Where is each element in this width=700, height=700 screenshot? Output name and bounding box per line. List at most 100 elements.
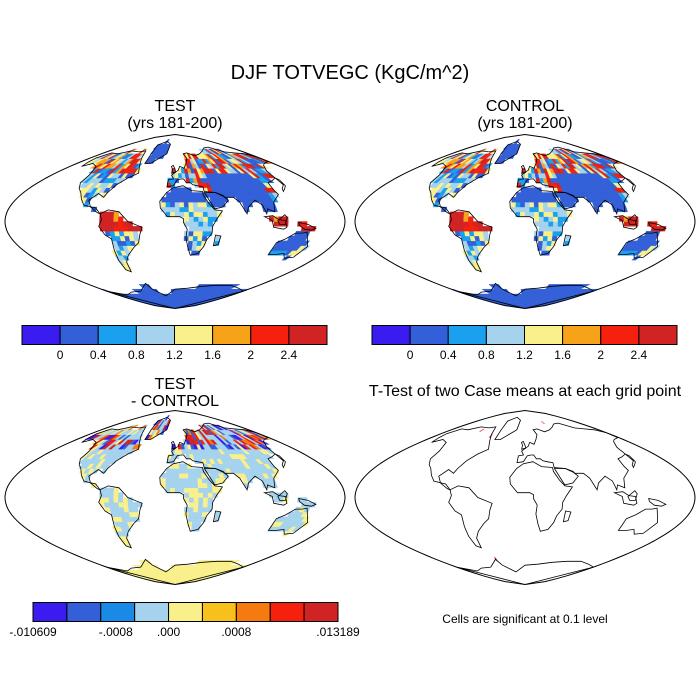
grid-cell — [529, 197, 535, 203]
grid-cell — [174, 463, 180, 469]
grid-cell — [113, 497, 119, 503]
significant-cell — [493, 557, 498, 561]
colorbar-tick-label: .0008 — [221, 625, 252, 639]
grid-cell — [198, 216, 204, 222]
grid-cell — [183, 206, 190, 213]
grid-cell — [173, 569, 176, 576]
coastline-newguinea — [648, 497, 667, 507]
significant-cell — [541, 421, 545, 425]
grid-cell — [207, 492, 213, 498]
grid-cell — [170, 487, 176, 493]
colorbar-box — [235, 602, 271, 622]
coastlines — [428, 416, 667, 585]
grid-cell — [118, 502, 124, 508]
coastline-southamerica — [448, 209, 493, 273]
grid-cell — [192, 201, 199, 208]
colorbar-tick-label: 0.4 — [89, 348, 107, 362]
grid-cell — [533, 192, 539, 198]
grid-cell — [482, 226, 488, 232]
colorbar-box — [485, 325, 525, 345]
grid-cell — [458, 221, 465, 227]
colorbar-box — [168, 602, 203, 622]
colorbar-tick-label: 1.2 — [516, 348, 533, 362]
grid-cell — [174, 197, 180, 203]
grid-cell — [557, 226, 563, 232]
grid-cell — [179, 197, 185, 203]
map-border — [354, 409, 696, 586]
grid-cell — [202, 487, 209, 493]
grid-cell — [132, 506, 139, 513]
colorbar-tick-label: 0.8 — [478, 348, 495, 362]
grid-cell — [207, 226, 213, 232]
grid-cell — [178, 468, 184, 474]
colorbar-tick-label: 2.4 — [630, 348, 648, 362]
colorbar-box — [447, 325, 487, 345]
grid-cell — [170, 482, 176, 489]
grid-cell — [188, 487, 195, 493]
grid-cell — [195, 245, 202, 251]
grid-cell — [485, 163, 493, 169]
grid-cell — [548, 211, 554, 217]
coastline-antarctica — [456, 558, 595, 585]
grid-cell — [482, 230, 489, 237]
grid-cells — [427, 139, 667, 309]
grid-cell — [537, 197, 544, 203]
grid-cell — [197, 477, 203, 484]
coastline-eurasia — [516, 146, 629, 216]
grid-cell — [557, 211, 563, 217]
colorbar-box — [409, 325, 449, 345]
grid-cell — [477, 226, 484, 232]
grid-cell — [207, 497, 213, 503]
coastline-southamerica — [448, 485, 493, 549]
grid-cell — [113, 211, 120, 217]
colorbar-tick-label: 1.6 — [204, 348, 221, 362]
panel-title-line2: (yrs 181-200) — [127, 115, 223, 132]
grid-cell — [483, 235, 490, 242]
coastline-newguinea — [298, 221, 317, 231]
grid-cell — [174, 473, 180, 479]
grid-cell — [134, 516, 141, 522]
grid-cell — [127, 226, 134, 232]
coastlines — [78, 416, 317, 585]
grid-cell — [198, 221, 204, 227]
grid-cell — [184, 487, 190, 493]
grid-cell — [202, 482, 208, 489]
grid-cell — [165, 211, 171, 217]
grid-cell — [548, 216, 554, 222]
grid-cell — [197, 206, 204, 213]
grid-cell — [528, 187, 534, 193]
colorbar-tick-label: 2 — [247, 348, 255, 362]
coastline-eurasia — [166, 422, 279, 492]
coastline-australia — [267, 507, 309, 535]
colorbar-tick-label: 2.4 — [280, 348, 298, 362]
panel-title-ttest: T-Test of two Case means at each grid po… — [352, 383, 698, 400]
grid-cell — [538, 226, 545, 232]
grid-cell — [478, 230, 484, 237]
colorbar-box — [32, 602, 68, 622]
grid-cell — [103, 216, 110, 222]
grid-cell — [193, 482, 199, 489]
colorbar-tick-label: .013189 — [316, 625, 360, 639]
grid-cell — [515, 197, 521, 203]
grid-cell — [183, 477, 189, 484]
grid-cell — [170, 192, 176, 198]
grid-cell — [552, 206, 558, 213]
grid-cell — [472, 226, 479, 232]
grid-cell — [547, 201, 553, 208]
grid-cell — [179, 206, 185, 213]
grid-cell — [133, 511, 140, 518]
grid-cell — [524, 211, 530, 217]
coastline-eurasia — [166, 146, 279, 216]
map-border — [4, 409, 346, 586]
colorbar-box — [288, 325, 328, 345]
grid-cell — [538, 235, 544, 242]
grid-cell — [166, 192, 172, 198]
grid-cell — [463, 211, 470, 217]
coastline-uk — [171, 440, 177, 450]
grid-cell — [193, 502, 199, 508]
colorbar-tick-label: 2 — [597, 348, 605, 362]
coastline-northamerica — [428, 426, 497, 491]
grid-cell — [273, 497, 280, 503]
grid-cell — [108, 211, 115, 217]
coastline-northamerica — [78, 426, 147, 491]
